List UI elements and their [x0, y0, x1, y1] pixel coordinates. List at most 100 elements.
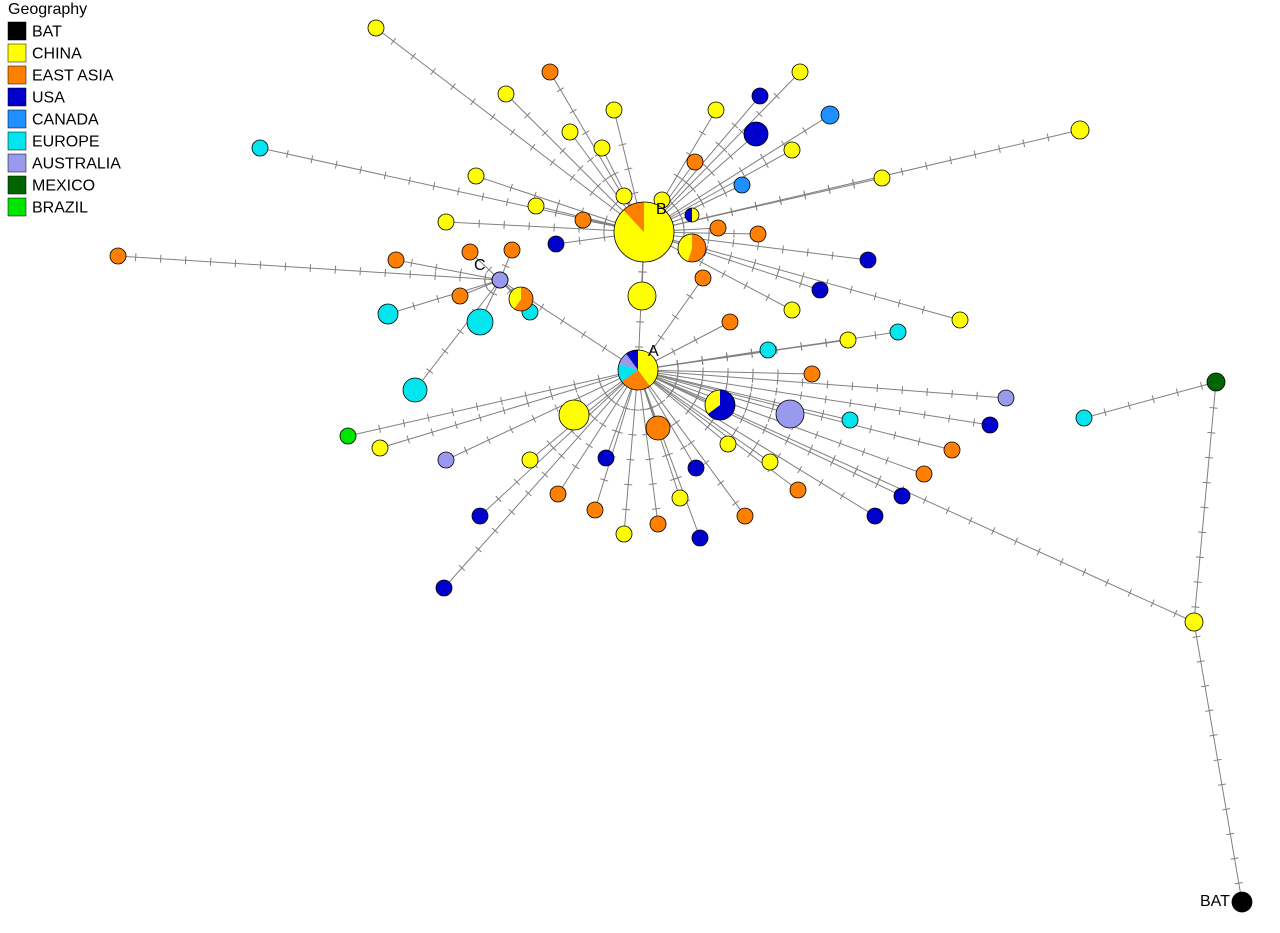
node-n50: [452, 288, 468, 304]
node-n5: [1071, 121, 1089, 139]
legend: Geography BAT CHINA EAST ASIA USA CANADA EUROP…: [8, 1, 121, 216]
node-n24: [750, 226, 766, 242]
node-n48: [467, 309, 493, 335]
node-n39: [522, 452, 538, 468]
pie-right-of-A-blue-yellow: [705, 390, 735, 420]
node-n38: [550, 486, 566, 502]
legend-swatch-bat: [8, 22, 26, 40]
legend-label-east asia: EAST ASIA: [32, 67, 114, 84]
node-n36: [616, 526, 632, 542]
node-n7: [998, 390, 1014, 406]
node-n30: [762, 454, 778, 470]
node-n76: [368, 20, 384, 36]
node-n56: [542, 64, 558, 80]
legend-title: Geography: [8, 1, 87, 18]
node-n37: [587, 502, 603, 518]
labels-layer: BATABC: [474, 201, 1230, 910]
node-n19: [708, 102, 724, 118]
legend-swatch-canada: [8, 110, 26, 128]
legend-label-bat: BAT: [32, 23, 62, 40]
node-n64: [695, 270, 711, 286]
node-n69: [688, 460, 704, 476]
legend-swatch-usa: [8, 88, 26, 106]
node-n53: [438, 214, 454, 230]
node-n45: [372, 440, 388, 456]
node-n32: [737, 508, 753, 524]
node-n73: [504, 242, 520, 258]
node-n9: [944, 442, 960, 458]
node-n16: [821, 106, 839, 124]
node-n78: [110, 248, 126, 264]
node-n35: [650, 516, 666, 532]
legend-swatch-east asia: [8, 66, 26, 84]
node-n41: [559, 400, 589, 430]
node-n57: [562, 124, 578, 140]
node-n6: [952, 312, 968, 328]
node-n52: [388, 252, 404, 268]
pie-near-B-2: [685, 208, 699, 222]
node-n72: [687, 154, 703, 170]
legend-label-china: CHINA: [32, 45, 82, 62]
node-n20: [744, 122, 768, 146]
node-n68: [720, 436, 736, 452]
node-n46: [340, 428, 356, 444]
node-n29: [842, 412, 858, 428]
pie-mid-left-orange-yellow: [509, 287, 533, 311]
node-n55: [498, 86, 514, 102]
node-n26: [812, 282, 828, 298]
legend-swatch-australia: [8, 154, 26, 172]
node-label-n1: BAT: [1200, 893, 1230, 910]
hub-label-A: A: [648, 343, 659, 360]
node-n74: [528, 198, 544, 214]
node-n13: [890, 324, 906, 340]
node-n14: [860, 252, 876, 268]
node-n66: [760, 342, 776, 358]
legend-label-mexico: MEXICO: [32, 177, 95, 194]
node-n8: [982, 417, 998, 433]
nodes-layer: [110, 20, 1252, 912]
haplotype-network: BATABCGeographyBATCHINAEAST ASIAUSACANAD…: [0, 0, 1280, 933]
node-n70: [646, 416, 670, 440]
legend-label-australia: AUSTRALIA: [32, 155, 121, 172]
node-n40: [598, 450, 614, 466]
node-n61: [548, 236, 564, 252]
node-n62: [575, 212, 591, 228]
node-n11: [894, 488, 910, 504]
pie-nodeC-hub: [492, 272, 508, 288]
edges-layer: [118, 28, 1242, 902]
node-n23: [710, 220, 726, 236]
node-n17: [792, 64, 808, 80]
node-n21: [784, 142, 800, 158]
node-n4: [1076, 410, 1092, 426]
node-n31: [790, 482, 806, 498]
node-n1: [1232, 892, 1252, 912]
legend-swatch-europe: [8, 132, 26, 150]
node-n2: [1207, 373, 1225, 391]
node-n28: [804, 366, 820, 382]
legend-swatch-mexico: [8, 176, 26, 194]
node-n59: [606, 102, 622, 118]
legend-label-usa: USA: [32, 89, 65, 106]
node-n58: [594, 140, 610, 156]
node-n27: [840, 332, 856, 348]
node-n25: [784, 302, 800, 318]
node-n67: [776, 400, 804, 428]
node-n51: [378, 304, 398, 324]
node-n33: [692, 530, 708, 546]
node-n42: [472, 508, 488, 524]
legend-label-canada: CANADA: [32, 111, 99, 128]
node-n44: [438, 452, 454, 468]
legend-label-europe: EUROPE: [32, 133, 100, 150]
node-n60: [616, 188, 632, 204]
node-n34: [672, 490, 688, 506]
legend-swatch-china: [8, 44, 26, 62]
pie-near-B-1: [678, 234, 706, 262]
legend-label-brazil: BRAZIL: [32, 199, 88, 216]
node-n18: [752, 88, 768, 104]
node-n22: [734, 177, 750, 193]
node-n54: [468, 168, 484, 184]
hub-label-B: B: [656, 201, 667, 218]
node-n43: [436, 580, 452, 596]
node-n63: [628, 282, 656, 310]
node-n77: [252, 140, 268, 156]
